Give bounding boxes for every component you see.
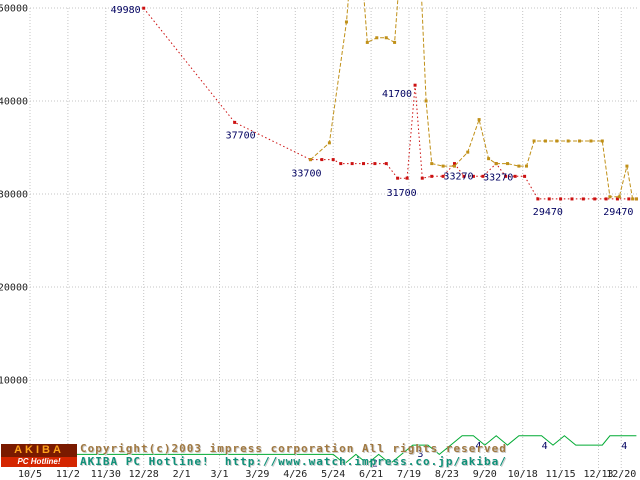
svg-text:29470: 29470 (533, 207, 563, 218)
site-url-text: AKIBA PC Hotline! http://www.watch.impre… (80, 455, 507, 468)
akiba-logo-title: AKIBA (1, 444, 77, 457)
y-axis-labels: 50000 40000 30000 20000 10000 (0, 4, 28, 387)
svg-text:10/18: 10/18 (508, 469, 538, 480)
svg-text:20000: 20000 (0, 283, 28, 294)
svg-text:6/21: 6/21 (359, 469, 383, 480)
svg-text:3/1: 3/1 (210, 469, 228, 480)
svg-text:4: 4 (621, 441, 627, 452)
svg-text:5/24: 5/24 (321, 469, 345, 480)
svg-text:11/30: 11/30 (91, 469, 121, 480)
svg-text:4: 4 (542, 441, 548, 452)
svg-text:40000: 40000 (0, 97, 28, 108)
svg-text:12/20: 12/20 (606, 469, 636, 480)
data-labels: 49980 37700 33700 31700 41700 33270 33270 29470… (111, 5, 634, 469)
svg-text:30000: 30000 (0, 190, 28, 201)
svg-text:2/1: 2/1 (173, 469, 191, 480)
svg-text:3/29: 3/29 (245, 469, 269, 480)
akiba-logo: AKIBA PC Hotline! (1, 444, 77, 467)
svg-text:31700: 31700 (387, 188, 417, 199)
svg-text:29470: 29470 (603, 207, 633, 218)
svg-text:33700: 33700 (291, 169, 321, 180)
grid (29, 7, 638, 473)
svg-text:11/2: 11/2 (56, 469, 80, 480)
svg-text:12/28: 12/28 (129, 469, 159, 480)
svg-text:50000: 50000 (0, 4, 28, 15)
plot-area (30, 0, 638, 465)
svg-text:11/15: 11/15 (546, 469, 576, 480)
svg-text:8/23: 8/23 (435, 469, 459, 480)
svg-text:12/13: 12/13 (583, 469, 613, 480)
svg-text:41700: 41700 (382, 89, 412, 100)
svg-text:3: 3 (417, 449, 423, 460)
x-axis-labels: 10/5 11/2 11/30 12/28 2/1 3/1 3/29 4/26 5/24 6/21… (18, 469, 636, 480)
series-lowest-price-markers (142, 6, 638, 201)
series-shop-count (30, 435, 637, 465)
svg-text:33270: 33270 (443, 172, 473, 183)
svg-text:49980: 49980 (111, 5, 141, 16)
series-lowest-price (143, 7, 637, 200)
series-highest-price-markers (308, 20, 638, 201)
svg-text:4/26: 4/26 (283, 469, 307, 480)
svg-text:10/5: 10/5 (18, 469, 42, 480)
svg-text:4: 4 (475, 441, 481, 452)
svg-text:37700: 37700 (226, 130, 256, 141)
svg-text:7/19: 7/19 (397, 469, 421, 480)
copyright-text: Copyright(c)2003 impress corporation All… (80, 442, 507, 455)
series-highest-price (310, 0, 637, 200)
svg-text:2: 2 (372, 458, 378, 469)
svg-text:33270: 33270 (483, 173, 513, 184)
svg-text:10000: 10000 (0, 376, 28, 387)
akiba-logo-subtitle: PC Hotline! (1, 457, 77, 467)
svg-text:9/20: 9/20 (473, 469, 497, 480)
